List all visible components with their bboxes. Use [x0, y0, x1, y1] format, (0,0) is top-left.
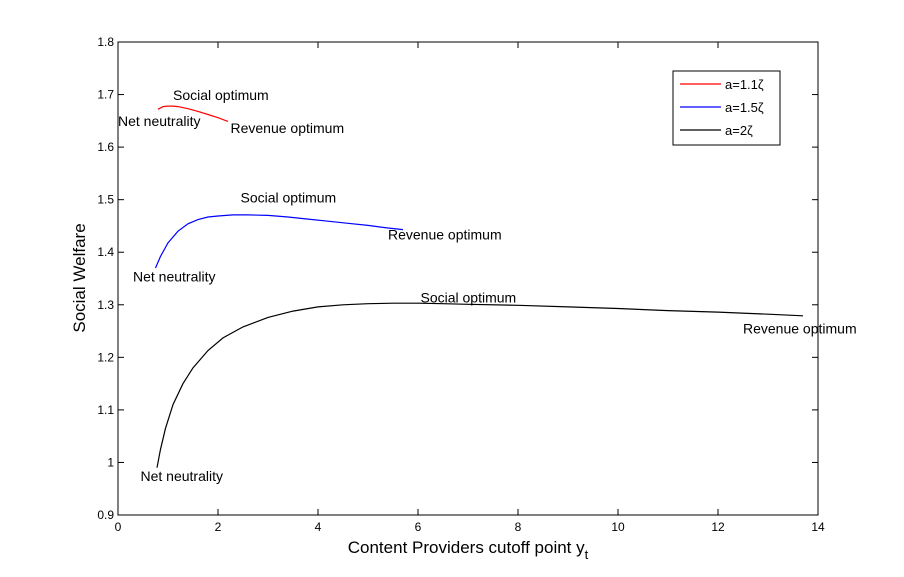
legend-label: a=2ζ — [725, 123, 753, 138]
series-line-2 — [154, 214, 404, 269]
y-tick-label: 1.2 — [97, 350, 114, 364]
legend-label: a=1.1ζ — [725, 77, 764, 92]
x-tick-label: 2 — [215, 520, 222, 534]
annotation-label: Net neutrality — [141, 468, 223, 484]
y-tick-label: 1.4 — [97, 245, 114, 259]
legend: a=1.1ζ a=1.5ζ a=2ζ — [672, 70, 781, 146]
legend-label: a=1.5ζ — [725, 100, 764, 115]
y-tick-label: 1 — [107, 455, 114, 469]
y-axis-label: Social Welfare — [70, 223, 89, 332]
x-axis-label: Content Providers cutoff point yt — [348, 538, 589, 562]
x-tick-label: 6 — [415, 520, 422, 534]
annotation-label: Revenue optimum — [231, 120, 345, 136]
y-tick-label: 1.6 — [97, 140, 114, 154]
legend-box — [672, 70, 781, 146]
annotation-label: Social optimum — [173, 87, 269, 103]
annotation-label: Social optimum — [241, 189, 337, 205]
series-line-3 — [156, 302, 804, 468]
y-tick-label: 0.9 — [97, 508, 114, 522]
x-tick-label: 8 — [515, 520, 522, 534]
series-line-1 — [157, 105, 229, 122]
y-tick-label: 1.8 — [97, 35, 114, 49]
annotations-layer: Social optimum Net neutrality Revenue opti… — [118, 87, 857, 484]
y-tick-label: 1.5 — [97, 193, 114, 207]
annotation-label: Net neutrality — [133, 269, 215, 285]
x-tick-label: 10 — [611, 520, 625, 534]
annotation-label: Revenue optimum — [743, 321, 857, 337]
y-tick-label: 1.7 — [97, 88, 114, 102]
annotation-label: Net neutrality — [118, 113, 200, 129]
y-axis-ticks: 0.9 1 1.1 1.2 1.3 1.4 1.5 1.6 1.7 1.8 — [97, 35, 818, 522]
legend-entries: a=1.1ζ a=1.5ζ a=2ζ — [680, 77, 764, 138]
y-tick-label: 1.1 — [97, 403, 114, 417]
x-axis-label-subscript: t — [585, 547, 589, 562]
x-tick-label: 0 — [115, 520, 122, 534]
x-axis-ticks: 0 2 4 6 8 10 12 14 — [115, 42, 825, 534]
x-tick-label: 14 — [811, 520, 825, 534]
x-tick-label: 12 — [711, 520, 725, 534]
series-layer — [154, 105, 804, 468]
x-tick-label: 4 — [315, 520, 322, 534]
y-tick-label: 1.3 — [97, 298, 114, 312]
annotation-label: Revenue optimum — [388, 227, 502, 243]
annotation-label: Social optimum — [421, 290, 517, 306]
